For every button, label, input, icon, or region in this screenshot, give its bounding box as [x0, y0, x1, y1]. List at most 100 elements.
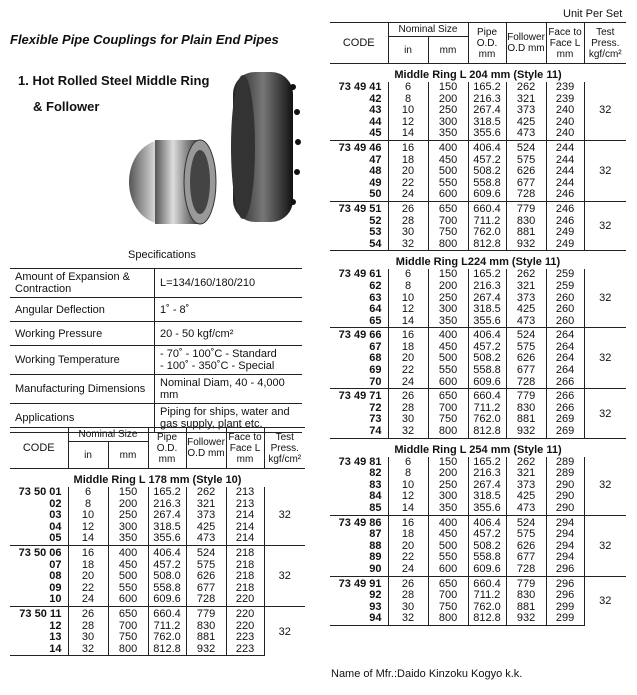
cell-mm: 200 [427, 468, 469, 480]
cell-pipe-od: 558.8 [467, 552, 507, 564]
cell-face-to-face: 290 [545, 479, 585, 492]
cell-mm: 400 [427, 514, 469, 530]
cell-in: 10 [387, 105, 428, 117]
table-row: 70 24 600 609.6 728 266 [330, 376, 626, 389]
cell-in: 20 [387, 540, 428, 553]
cell-mm: 450 [427, 341, 469, 354]
cell-follower-od: 881 [505, 601, 547, 614]
cell-face-to-face: 218 [225, 571, 265, 583]
cell-face-to-face: 249 [545, 238, 585, 251]
cell-code: 14 [10, 643, 68, 657]
cell-pipe-od: 457.2 [467, 529, 507, 541]
col-code: CODE [330, 22, 389, 64]
cell-in: 28 [387, 402, 428, 415]
spec-label: Amount of Expansion & Contraction [10, 268, 155, 298]
cell-in: 14 [67, 533, 108, 546]
cell-test-pressure: 32 [583, 82, 626, 141]
cell-code: 08 [49, 570, 62, 583]
cell-mm: 350 [427, 315, 469, 328]
cell-mm: 400 [427, 327, 469, 342]
cell-in: 24 [387, 376, 428, 389]
cell-mm: 150 [427, 269, 469, 281]
cell-pipe-od: 216.3 [467, 468, 507, 480]
cell-pipe-od: 660.4 [467, 388, 507, 403]
cell-pipe-od: 609.6 [467, 376, 507, 389]
section-title-row: Middle Ring L 178 mm (Style 10) [10, 469, 305, 488]
cell-follower-od: 373 [185, 510, 227, 522]
table-row: 48 20 500 508.2 626 244 [330, 166, 626, 178]
cell-mm: 700 [427, 215, 469, 228]
section-title-row: Middle Ring L 254 mm (Style 11) [330, 437, 626, 457]
table-row: 89 22 550 558.8 677 294 [330, 552, 626, 564]
cell-test-pressure: 32 [583, 327, 626, 389]
cell-mm: 750 [427, 414, 469, 427]
cell-face-to-face: 244 [545, 139, 585, 155]
section-heading-cont: & Follower [33, 99, 100, 114]
col-pipe-od: Pipe O.D. mm [467, 22, 507, 64]
cell-in: 14 [387, 315, 428, 328]
cell-test-pressure: 32 [583, 388, 626, 439]
cell-mm: 800 [427, 238, 469, 251]
cell-in: 26 [67, 605, 108, 621]
cell-pipe-od: 318.5 [467, 491, 507, 503]
cell-code: 44 [369, 115, 382, 128]
cell-in: 12 [387, 491, 428, 503]
cell-face-to-face: 218 [225, 582, 265, 595]
cell-mm: 500 [427, 166, 469, 178]
table-row: 07 18 450 457.2 575 218 [10, 559, 305, 572]
cell-pipe-od: 457.2 [467, 154, 507, 167]
cell-test-pressure: 32 [583, 200, 626, 251]
cell-face-to-face: 289 [545, 468, 585, 480]
cell-follower-od: 677 [505, 552, 547, 564]
col-pipe-od: Pipe O.D. mm [147, 427, 187, 469]
cell-in: 30 [67, 632, 108, 644]
header-row: CODE Nominal Size Pipe O.D. mm Follower … [330, 22, 626, 64]
spec-value: - 70˚ - 100˚C - Standard - 100˚ - 350˚C … [154, 345, 302, 375]
cell-mm: 500 [427, 353, 469, 366]
cell-mm: 750 [427, 227, 469, 239]
col-face-to-face: Face to Face L mm [225, 427, 265, 469]
cell-mm: 700 [427, 402, 469, 415]
cell-mm: 600 [427, 563, 469, 577]
table-row: 03 10 250 267.4 373 214 [10, 510, 305, 522]
table-row: 74 32 800 812.8 932 269 [330, 425, 626, 439]
cell-follower-od: 728 [185, 593, 227, 607]
col-nominal-size: Nominal Size [67, 427, 149, 442]
cell-face-to-face: 264 [545, 327, 585, 342]
cell-mm: 400 [427, 139, 469, 155]
table-row: 87 18 450 457.2 575 294 [330, 529, 626, 541]
cell-pipe-od: 165.2 [147, 486, 187, 499]
cell-mm: 200 [427, 280, 469, 293]
cell-follower-od: 728 [505, 188, 547, 202]
cell-follower-od: 779 [185, 605, 227, 621]
cell-face-to-face: 220 [225, 605, 265, 621]
cell-face-to-face: 240 [545, 116, 585, 129]
cell-code: 47 [369, 153, 382, 166]
cell-pipe-od: 508.2 [467, 353, 507, 366]
cell-code: 73 50 01 [18, 486, 62, 498]
cell-follower-od: 779 [505, 200, 547, 216]
cell-pipe-od: 660.4 [467, 575, 507, 591]
cell-code: 49 [369, 176, 382, 189]
table-row: 14 32 800 812.8 932 223 [10, 643, 305, 657]
cell-pipe-od: 609.6 [467, 563, 507, 577]
cell-pipe-od: 457.2 [467, 341, 507, 354]
cell-pipe-od: 711.2 [467, 590, 507, 602]
cell-mm: 150 [107, 486, 149, 499]
cell-follower-od: 473 [185, 533, 227, 546]
left-dimension-table: CODE Nominal Size Pipe O.D. mm Follower … [10, 427, 305, 657]
cell-in: 20 [387, 353, 428, 366]
cell-face-to-face: 299 [545, 612, 585, 626]
cell-in: 10 [387, 292, 428, 305]
cell-in: 8 [67, 498, 108, 511]
table-row: 43 10 250 267.4 373 240 [330, 105, 626, 117]
cell-code: 73 49 66 [330, 327, 388, 342]
cell-pipe-od: 318.5 [467, 303, 507, 316]
cell-mm: 650 [427, 388, 469, 403]
cell-follower-od: 473 [505, 502, 547, 516]
cell-face-to-face: 244 [545, 154, 585, 167]
cell-in: 8 [387, 468, 428, 480]
col-nominal-size: Nominal Size [387, 22, 469, 37]
cell-follower-od: 728 [505, 376, 547, 389]
cell-in: 26 [387, 388, 428, 403]
